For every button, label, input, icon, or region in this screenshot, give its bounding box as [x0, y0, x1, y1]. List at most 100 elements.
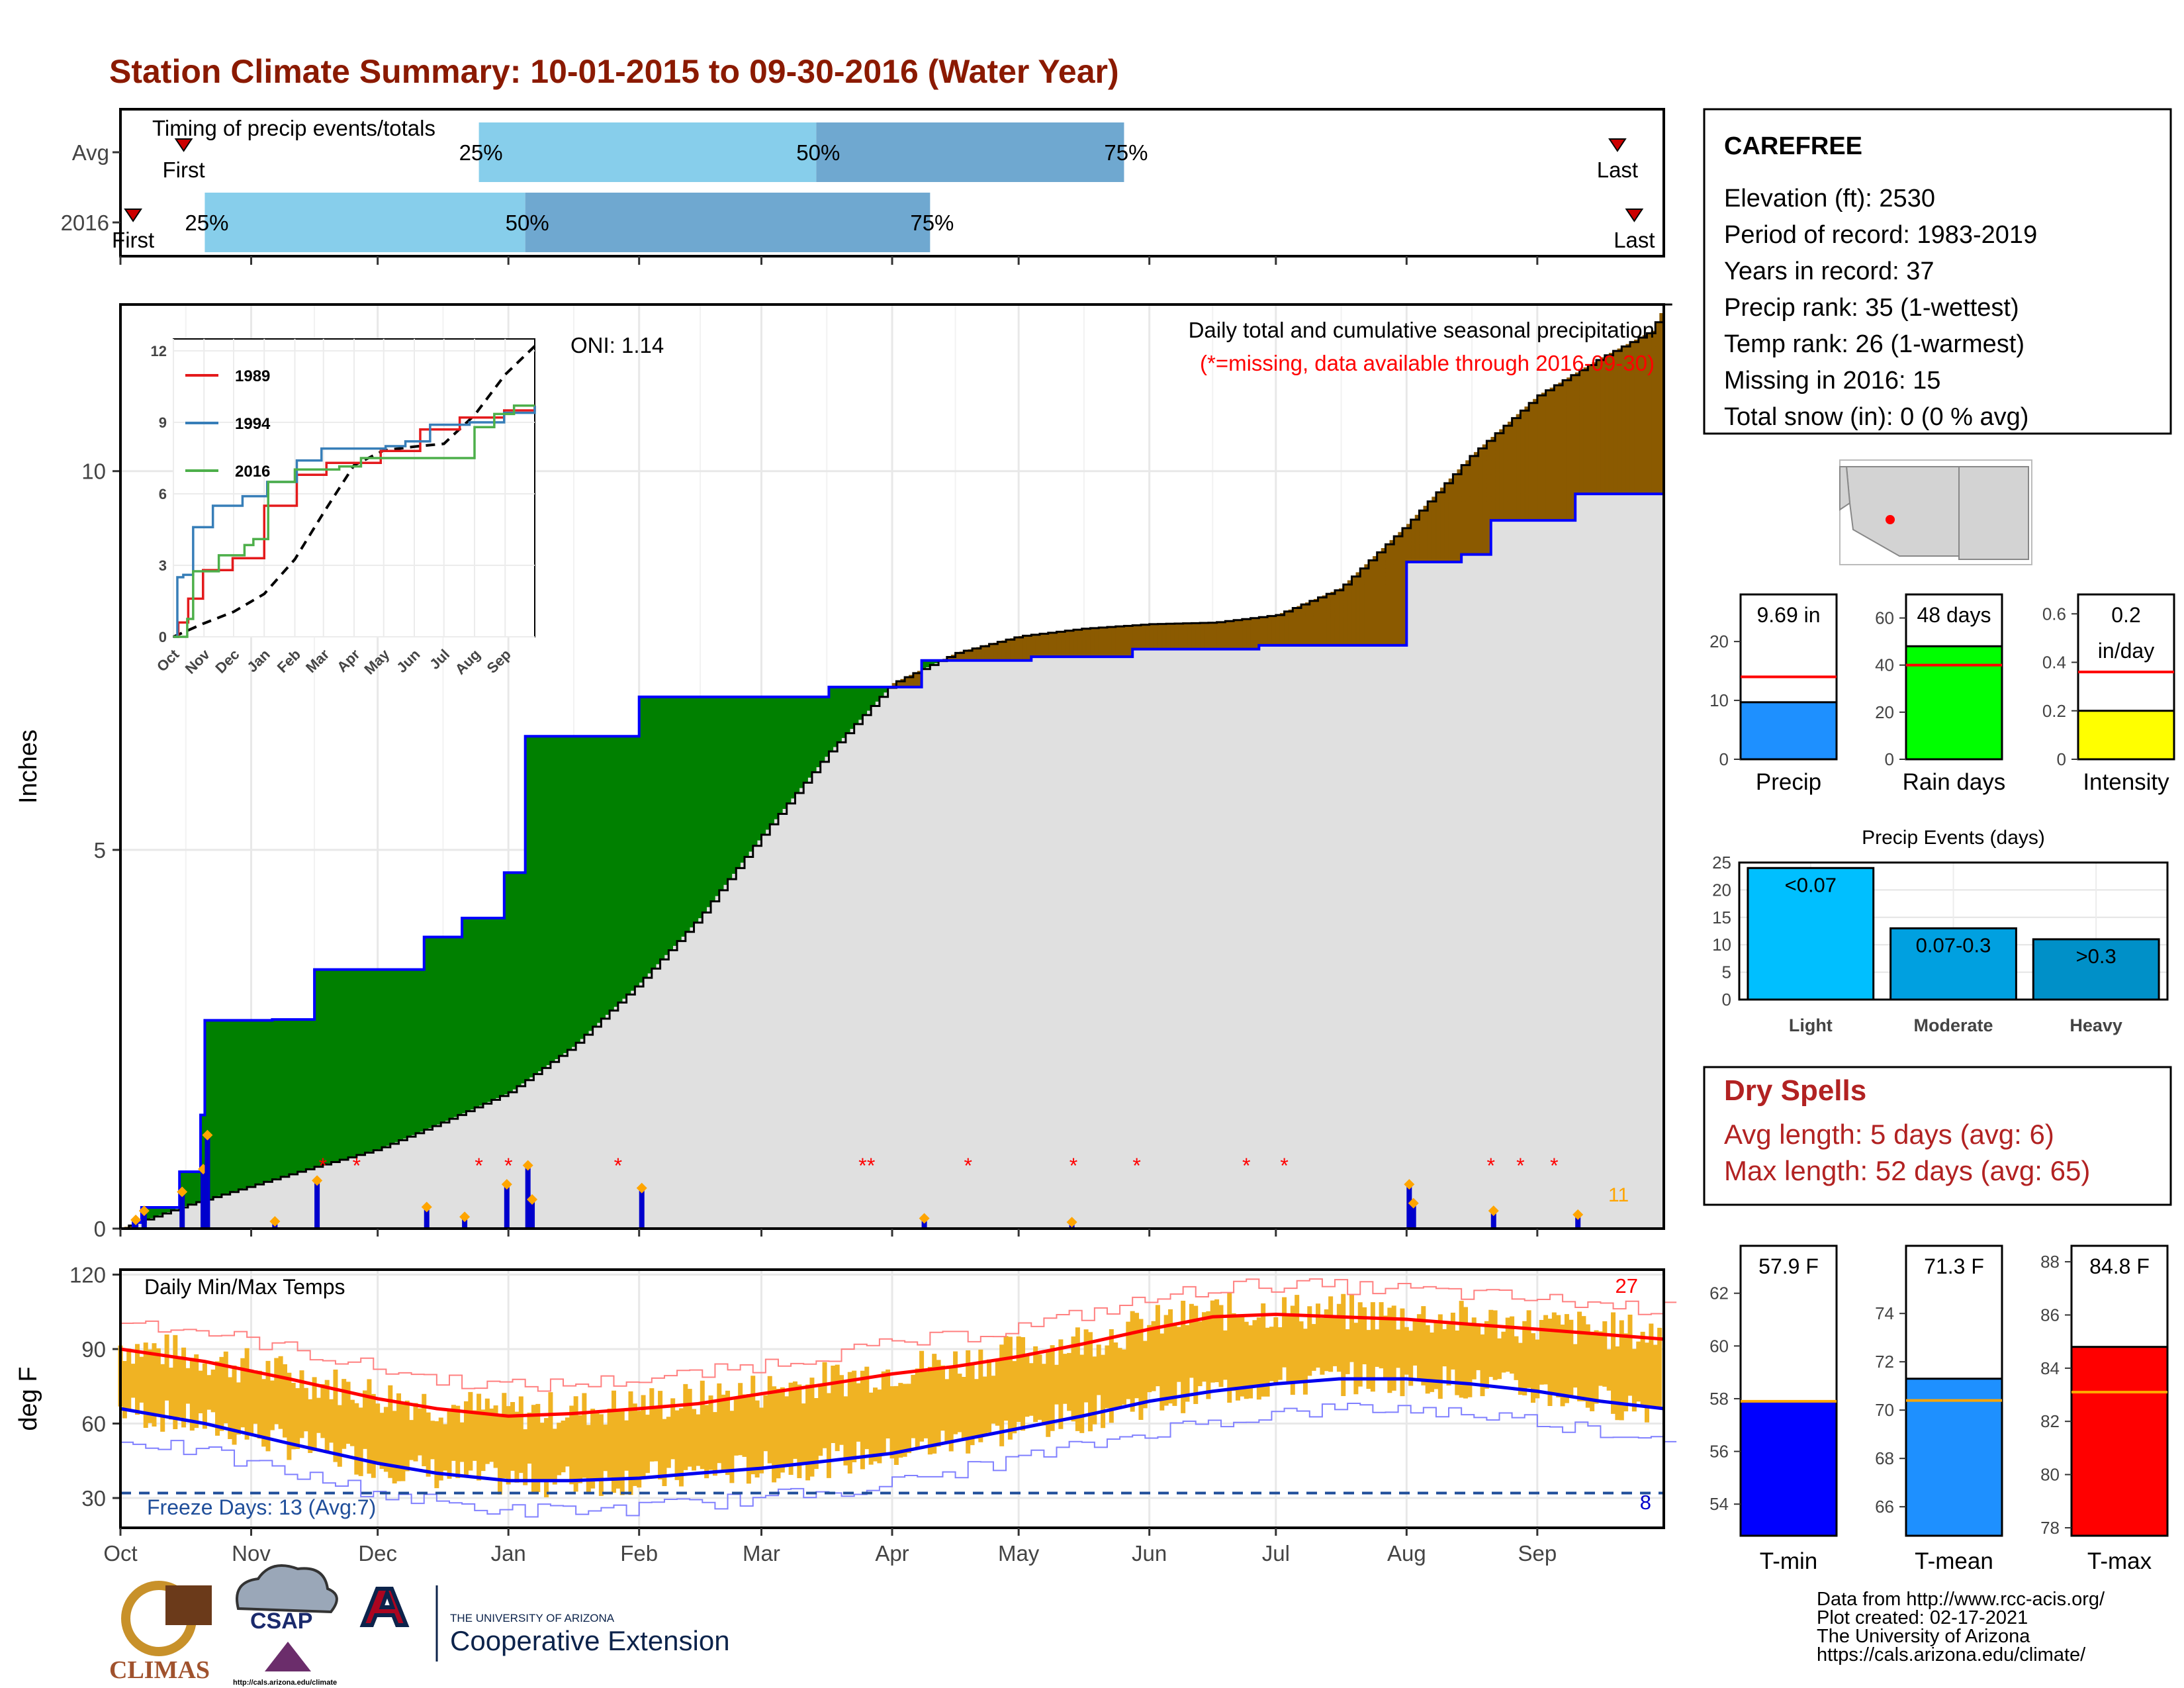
station-location-dot [1886, 515, 1895, 524]
summary-bar-value: 0.2 [2111, 603, 2140, 627]
summary-bar-tick-label: 60 [1875, 608, 1894, 628]
temp-bar-tick-label: 78 [2040, 1518, 2060, 1538]
missing-day-asterisk: * [1487, 1154, 1495, 1178]
events-bar [1889, 927, 2017, 1001]
daily-precip-marker-icon [1488, 1205, 1499, 1217]
station-line: Elevation (ft): 2530 [1724, 185, 1935, 212]
ua-block-a-icon [359, 1587, 410, 1627]
cumulative-below-area [120, 494, 1664, 1229]
daily-precip-marker-icon [269, 1216, 281, 1227]
summary-bar-tick-label: 20 [1709, 632, 1729, 651]
summary-bar-tick-label: 0.4 [2042, 653, 2066, 673]
temp-y-label: deg F [15, 1366, 42, 1430]
precip-y-tick-label: 10 [81, 459, 106, 484]
missing-day-asterisk: * [353, 1154, 361, 1178]
summary-bar-value: 9.69 in [1756, 603, 1820, 627]
inset-legend-label: 2016 [235, 463, 270, 481]
inset-series-line [173, 404, 535, 638]
temp-bar-name: T-max [2087, 1548, 2152, 1574]
precip-y-tick-label: 5 [94, 838, 106, 863]
daily-precip-bar [462, 1219, 468, 1229]
temp-label: Daily Min/Max Temps [144, 1275, 345, 1299]
summary-bar-name: Intensity [2083, 769, 2169, 795]
missing-day-asterisk: * [1069, 1154, 1077, 1178]
mountain-icon [265, 1642, 311, 1671]
ua-small-text: THE UNIVERSITY OF ARIZONA [450, 1612, 615, 1624]
missing-count: 11 [1608, 1184, 1629, 1206]
temp-bar-value: 57.9 F [1758, 1254, 1819, 1278]
station-info-box: CAREFREE Elevation (ft): 2530 Period of … [1703, 108, 2172, 435]
daily-precip-marker-icon [138, 1205, 150, 1217]
daily-precip-marker-icon [202, 1129, 213, 1141]
timing-label: Timing of precip events/totals [152, 116, 435, 140]
daily-precip-marker-icon [919, 1213, 930, 1224]
extreme-cold-count: 8 [1640, 1491, 1651, 1514]
timing-pct-label: 50% [796, 140, 840, 165]
csap-url: http://cals.arizona.edu/climate [233, 1679, 337, 1687]
inset-average-line [173, 345, 536, 638]
first-marker-icon [124, 209, 142, 222]
inset-y-tick-label: 0 [159, 629, 167, 645]
station-line: Precip rank: 35 (1-wettest) [1724, 294, 2019, 322]
month-label: May [998, 1541, 1040, 1566]
summary-bar-tick-label: 20 [1875, 702, 1894, 722]
temp-bar [1905, 1378, 2003, 1537]
station-line: Missing in 2016: 15 [1724, 367, 1940, 395]
oni-label: ONI: 1.14 [570, 333, 664, 357]
missing-day-asterisk: * [1132, 1154, 1140, 1178]
station-line: Years in record: 37 [1724, 258, 1934, 285]
summary-bar-tick-label: 10 [1709, 690, 1729, 710]
month-label: Mar [743, 1541, 780, 1566]
missing-day-asterisk: * [614, 1154, 622, 1178]
daily-precip-marker-icon [312, 1175, 323, 1186]
dry-spells-avg: Avg length: 5 days (avg: 6) [1724, 1119, 2054, 1150]
summary-bar-name: Precip [1756, 769, 1821, 795]
dry-spells-max: Max length: 52 days (avg: 65) [1724, 1155, 2090, 1186]
daily-precip-marker-icon [501, 1179, 512, 1190]
last-label: Last [1597, 158, 1638, 182]
daily-precip-bar [424, 1209, 430, 1229]
timing-pct-label: 25% [459, 140, 503, 165]
temp-bar-tick-label: 56 [1709, 1442, 1729, 1462]
timing-pct-label: 25% [185, 211, 228, 235]
first-label: First [162, 158, 205, 182]
extreme-hot-count: 27 [1615, 1274, 1638, 1297]
daily-precip-bar [314, 1183, 320, 1229]
ua-big-text: Cooperative Extension [450, 1625, 730, 1656]
average-cumulative-line [120, 303, 1672, 1230]
daily-precip-marker-icon [459, 1211, 471, 1223]
missing-day-asterisk: * [858, 1154, 866, 1178]
cumulative-2016-line [120, 492, 1664, 1230]
footer-line: The University of Arizona [1817, 1626, 2030, 1647]
temp-y-tick-label: 30 [81, 1486, 106, 1511]
missing-day-asterisk: * [1550, 1154, 1558, 1178]
month-label: Feb [620, 1541, 658, 1566]
missing-day-asterisk: * [1242, 1154, 1250, 1178]
average-min-temp-line [120, 1377, 1664, 1483]
summary-bar-tick-label: 0 [2057, 749, 2066, 769]
missing-day-asterisk: * [1516, 1154, 1524, 1178]
timing-bar-light [478, 122, 817, 182]
events-category: Moderate [1913, 1015, 1993, 1035]
events-bar-label: >0.3 [2076, 945, 2116, 968]
temp-bar [2070, 1346, 2169, 1537]
daily-precip-marker-icon [177, 1186, 188, 1197]
events-frame [1738, 861, 2169, 1001]
average-max-temp-line [120, 1312, 1664, 1418]
daily-precip-bar [1490, 1213, 1496, 1229]
summary-bar-tick-label: 0.6 [2042, 604, 2066, 624]
inset-y-tick-label: 12 [151, 343, 167, 359]
events-category: Light [1789, 1015, 1833, 1035]
station-frame [1703, 108, 2172, 435]
timing-bar-light [205, 193, 525, 252]
first-label: First [112, 228, 154, 252]
timing-pct-label: 50% [506, 211, 549, 235]
timing-pct-label: 75% [910, 211, 954, 235]
daily-precip-marker-icon [527, 1194, 538, 1205]
missing-note: (*=missing, data available through 2016-… [1200, 351, 1655, 375]
record-min-envelope [120, 1403, 1677, 1518]
daily-precip-marker-icon [421, 1201, 432, 1213]
timing-pct-label: 75% [1104, 140, 1148, 165]
first-marker-icon [174, 138, 193, 152]
